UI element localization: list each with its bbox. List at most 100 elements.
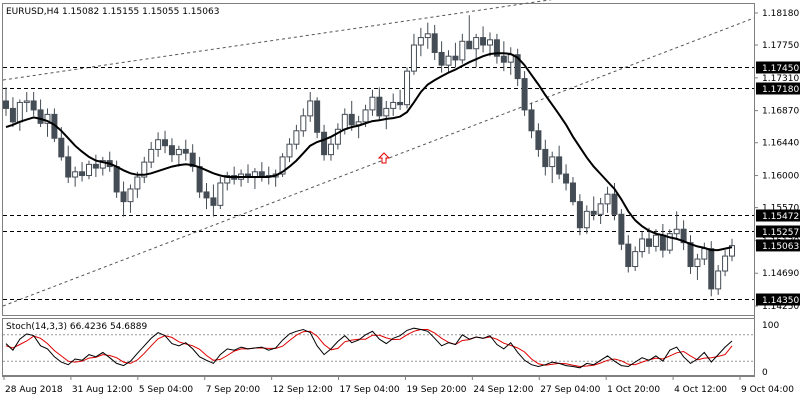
candle: [424, 22, 431, 49]
time-tick-label: 24 Sep 12:00: [473, 385, 533, 395]
channel-lower-line[interactable]: [2, 17, 755, 307]
time-tick-label: 28 Aug 2018: [5, 385, 63, 395]
candle: [383, 100, 390, 130]
candle: [417, 27, 424, 57]
candle: [203, 182, 210, 210]
time-tick-label: 12 Sep 12:00: [273, 385, 333, 395]
candle: [480, 26, 487, 53]
candle: [141, 156, 148, 183]
chart-header-title: EURUSD,H4 1.15082 1.15155 1.15055 1.1506…: [6, 7, 219, 17]
candle: [722, 250, 729, 277]
candle: [134, 171, 141, 198]
time-tick-label: 4 Oct 12:00: [674, 385, 727, 395]
candle: [72, 166, 79, 187]
candle: [542, 139, 549, 176]
candle: [438, 41, 445, 73]
candle: [500, 41, 507, 72]
candle: [646, 227, 653, 254]
candle: [258, 162, 265, 182]
up-arrow-icon: [377, 152, 391, 164]
candle: [680, 220, 687, 251]
candle: [37, 99, 44, 128]
level-price-tag: 1.15257: [756, 225, 800, 238]
candle: [397, 89, 404, 110]
candle: [224, 171, 231, 191]
candle: [120, 181, 127, 217]
candle: [162, 130, 169, 154]
candle: [300, 108, 307, 137]
current-price-tag: 1.15063: [756, 239, 800, 252]
candle: [210, 184, 217, 217]
candle: [459, 33, 466, 64]
candle: [576, 194, 583, 236]
candle: [30, 92, 37, 116]
price-tick-label: 1.14250: [762, 302, 799, 312]
candle: [493, 33, 500, 64]
candle: [79, 162, 86, 182]
candle: [293, 124, 300, 150]
candle: [597, 197, 604, 225]
candle: [376, 87, 383, 120]
candle: [286, 138, 293, 163]
time-tick-label: 7 Sep 20:00: [206, 385, 261, 395]
candle: [58, 127, 65, 161]
stoch-signal-line: [5, 329, 733, 368]
candle: [99, 156, 106, 176]
candle: [155, 132, 162, 157]
candle: [369, 89, 376, 116]
price-tick-label: 1.15570: [762, 204, 799, 214]
candle: [625, 235, 632, 273]
price-tick-label: 1.14690: [762, 269, 799, 279]
candle: [569, 177, 576, 206]
candle: [23, 92, 30, 113]
candle: [639, 231, 646, 258]
horizontal-levels[interactable]: [3, 67, 754, 300]
candle: [487, 32, 493, 57]
candle: [445, 50, 452, 73]
price-tick-label: 1.16870: [762, 107, 799, 117]
candle: [217, 177, 224, 210]
candle: [563, 164, 570, 191]
level-price-label: 1.15472: [762, 212, 799, 222]
price-tick-label: 1.16000: [762, 172, 799, 182]
channel-upper-line[interactable]: [2, 0, 754, 81]
stoch-indicator-label: Stoch(14,3,3) 66.4236 54.6889: [6, 322, 147, 332]
time-axis: 28 Aug 2018 31 Aug 12:00 5 Sep 04:00 7 Sep …: [3, 376, 794, 395]
candle: [473, 33, 480, 68]
candle: [327, 138, 334, 161]
candle: [314, 97, 321, 139]
current-price-label: 1.15063: [762, 242, 799, 252]
candle: [583, 205, 590, 234]
candle: [632, 246, 639, 271]
stoch-scale-bottom: 0: [762, 368, 768, 378]
candle: [715, 265, 722, 295]
candle: [431, 24, 438, 60]
candle: [666, 229, 673, 254]
candle: [175, 145, 182, 167]
stoch-main-line: [5, 327, 733, 369]
candle: [528, 102, 535, 139]
candle: [321, 124, 328, 161]
candle: [521, 71, 528, 116]
level-price-tag: 1.15472: [756, 209, 800, 222]
candle: [127, 184, 134, 213]
level-price-label: 1.17180: [762, 85, 799, 95]
price-tick-label: 1.16440: [762, 139, 799, 149]
price-tick-label: 1.18180: [762, 9, 799, 19]
moving-average-line: [5, 52, 733, 252]
candle: [687, 235, 694, 274]
candle: [549, 151, 556, 183]
trend-channel[interactable]: [2, 0, 755, 307]
level-price-tag: 1.14350: [756, 293, 800, 306]
candle: [535, 123, 542, 157]
level-price-tags: 1.17450 1.17180 1.15472 1.15257 1.14350: [756, 61, 800, 306]
candle: [279, 153, 286, 178]
time-tick-label: 31 Aug 12:00: [72, 385, 133, 395]
price-tick-label: 1.17310: [762, 74, 799, 84]
candle: [182, 139, 189, 161]
candle: [148, 141, 155, 169]
candle: [556, 145, 563, 180]
stoch-scale-top: 100: [762, 321, 779, 331]
